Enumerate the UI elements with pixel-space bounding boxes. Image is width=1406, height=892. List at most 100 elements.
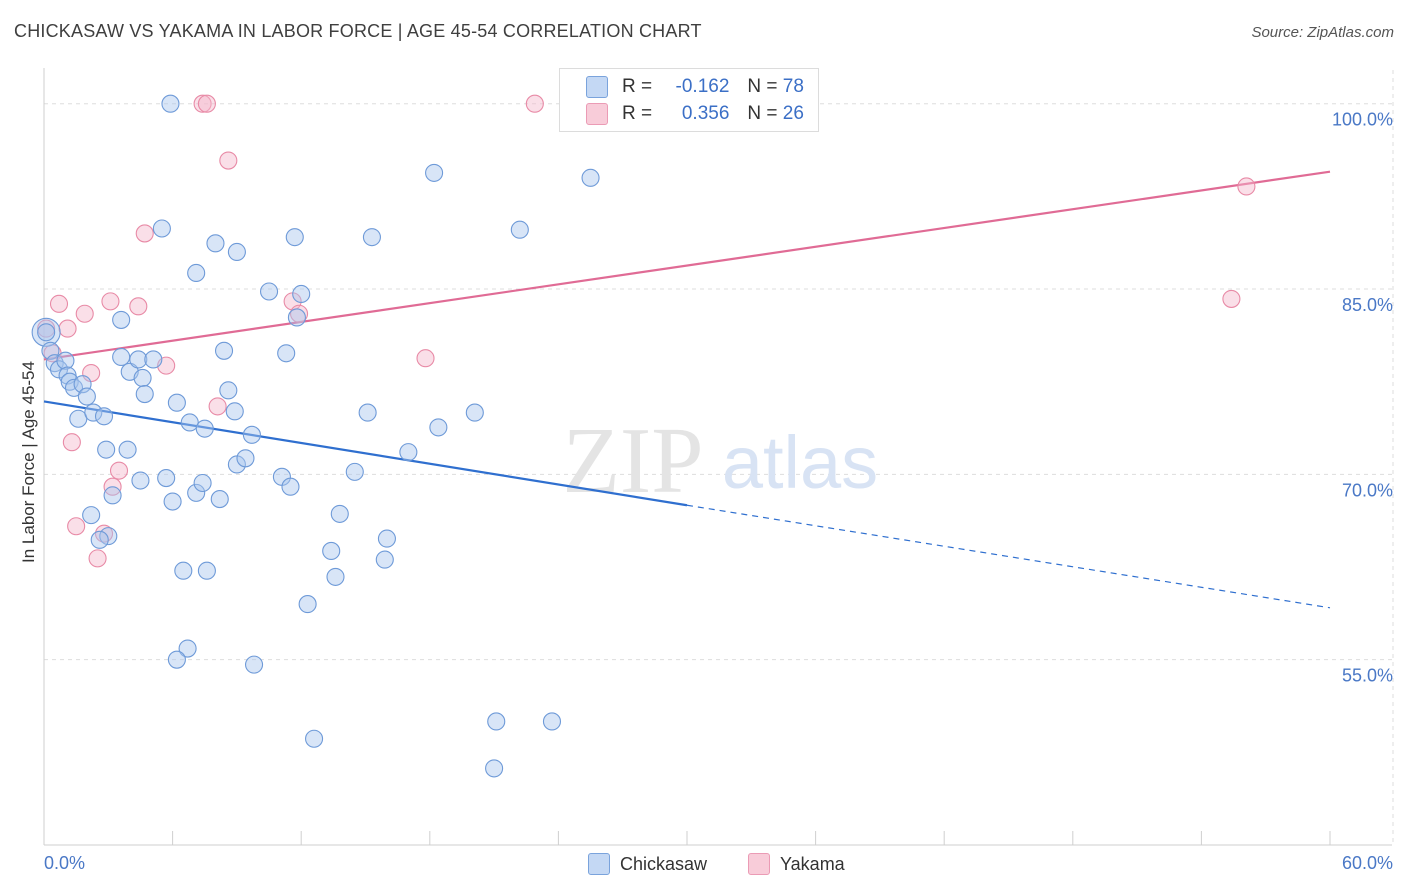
chickasaw-point bbox=[285, 228, 304, 247]
chickasaw-point bbox=[305, 729, 324, 748]
chickasaw-point bbox=[167, 393, 186, 412]
legend-r-value-yakama: 0.356 bbox=[681, 103, 730, 124]
yakama-point bbox=[88, 549, 107, 568]
yakama-point bbox=[1237, 177, 1256, 196]
chickasaw-point bbox=[37, 323, 56, 342]
chickasaw-point bbox=[485, 759, 504, 778]
chickasaw-point bbox=[219, 381, 238, 400]
chickasaw-point bbox=[214, 341, 234, 360]
chickasaw-swatch bbox=[588, 853, 610, 875]
chickasaw-point bbox=[77, 387, 96, 406]
chickasaw-point bbox=[187, 483, 206, 502]
chickasaw-point bbox=[56, 351, 75, 370]
yakama-point bbox=[129, 297, 148, 316]
y-tick-label: 70.0% bbox=[1342, 480, 1393, 500]
watermark-atlas: atlas bbox=[722, 421, 878, 504]
chickasaw-point bbox=[242, 425, 261, 444]
stats-legend: R = -0.162 N = 78 R = 0.356 N = 26 bbox=[559, 68, 819, 132]
yakama-point bbox=[109, 461, 129, 480]
y-tick-label: 55.0% bbox=[1342, 666, 1393, 686]
chickasaw-point bbox=[375, 550, 394, 569]
yakama-trend-line bbox=[43, 170, 1331, 361]
chickasaw-point bbox=[210, 490, 229, 509]
bottom-legend-label-yakama: Yakama bbox=[780, 853, 845, 874]
chickasaw-point bbox=[236, 449, 255, 468]
chickasaw-point bbox=[161, 94, 180, 113]
chickasaw-point bbox=[399, 443, 418, 462]
yakama-swatch bbox=[748, 853, 770, 875]
yakama-point bbox=[193, 94, 212, 113]
legend-n-value-yakama: 26 bbox=[782, 103, 804, 124]
legend-row-yakama: R = 0.356 N = 26 bbox=[586, 102, 804, 126]
legend-n-label: N = bbox=[747, 103, 778, 124]
chickasaw-point bbox=[103, 486, 122, 505]
chickasaw-point bbox=[345, 462, 364, 481]
chickasaw-point bbox=[129, 350, 148, 369]
chickasaw-point bbox=[178, 639, 197, 658]
chickasaw-point bbox=[358, 403, 377, 422]
yakama-point bbox=[208, 397, 227, 416]
chickasaw-point bbox=[259, 282, 279, 301]
chickasaw-point bbox=[326, 567, 345, 586]
chickasaw-point bbox=[542, 712, 562, 731]
chickasaw-point bbox=[167, 650, 186, 669]
chickasaw-point bbox=[99, 527, 118, 546]
y-tick-label: 85.0% bbox=[1342, 295, 1393, 315]
yakama-swatch bbox=[586, 103, 608, 125]
chickasaw-swatch bbox=[586, 76, 608, 98]
yakama-point bbox=[49, 294, 69, 313]
yakama-point bbox=[75, 304, 94, 323]
chickasaw-point bbox=[97, 440, 116, 459]
yakama-point bbox=[101, 292, 120, 311]
yakama-point bbox=[67, 517, 86, 536]
chickasaw-point bbox=[64, 378, 84, 397]
yakama-point bbox=[416, 349, 435, 368]
yakama-point bbox=[135, 224, 154, 243]
chickasaw-point bbox=[163, 492, 182, 511]
chickasaw-point bbox=[174, 561, 193, 580]
chickasaw-point bbox=[206, 234, 225, 253]
chickasaw-point bbox=[487, 712, 506, 731]
chickasaw-point bbox=[144, 350, 163, 369]
chickasaw-point bbox=[84, 403, 103, 422]
bottom-legend-label-chickasaw: Chickasaw bbox=[620, 853, 708, 874]
chickasaw-point bbox=[112, 310, 131, 329]
chickasaw-point bbox=[197, 561, 216, 580]
chickasaw-point bbox=[135, 384, 154, 404]
chickasaw-point bbox=[225, 402, 244, 421]
chickasaw-point bbox=[31, 317, 61, 347]
yakama-point bbox=[58, 319, 77, 338]
chickasaw-point bbox=[187, 263, 206, 283]
legend-n-value-chickasaw: 78 bbox=[782, 76, 804, 97]
chart-title: CHICKASAW VS YAKAMA IN LABOR FORCE | AGE… bbox=[14, 21, 702, 41]
chickasaw-point bbox=[581, 168, 600, 187]
chickasaw-point bbox=[429, 418, 448, 437]
chickasaw-point bbox=[112, 347, 131, 367]
legend-n-label: N = bbox=[747, 76, 778, 97]
legend-r-label: R = bbox=[622, 103, 653, 124]
chickasaw-point bbox=[377, 529, 396, 548]
chickasaw-point bbox=[425, 163, 444, 182]
yakama-point bbox=[219, 151, 238, 170]
legend-r-label: R = bbox=[622, 76, 653, 97]
chickasaw-point bbox=[287, 308, 306, 327]
legend-r-value-chickasaw: -0.162 bbox=[675, 76, 730, 97]
chickasaw-point bbox=[118, 440, 137, 459]
yakama-point bbox=[62, 433, 81, 452]
y-axis-label: In Labor Force | Age 45-54 bbox=[19, 361, 38, 563]
x-tick-label: 60.0% bbox=[1342, 853, 1393, 873]
y-tick-label: 100.0% bbox=[1332, 110, 1393, 130]
chickasaw-point bbox=[90, 530, 109, 549]
chickasaw-point bbox=[152, 219, 171, 238]
chickasaw-point bbox=[193, 473, 212, 493]
chickasaw-point bbox=[362, 228, 381, 247]
chickasaw-point bbox=[298, 595, 317, 614]
chickasaw-point bbox=[180, 413, 199, 432]
chickasaw-point bbox=[227, 242, 246, 262]
bottom-legend-yakama: Yakama bbox=[748, 852, 845, 876]
chickasaw-point bbox=[465, 403, 484, 422]
chickasaw-point bbox=[131, 471, 150, 490]
chickasaw-trend-projection bbox=[686, 504, 1331, 609]
chickasaw-point bbox=[195, 419, 214, 438]
